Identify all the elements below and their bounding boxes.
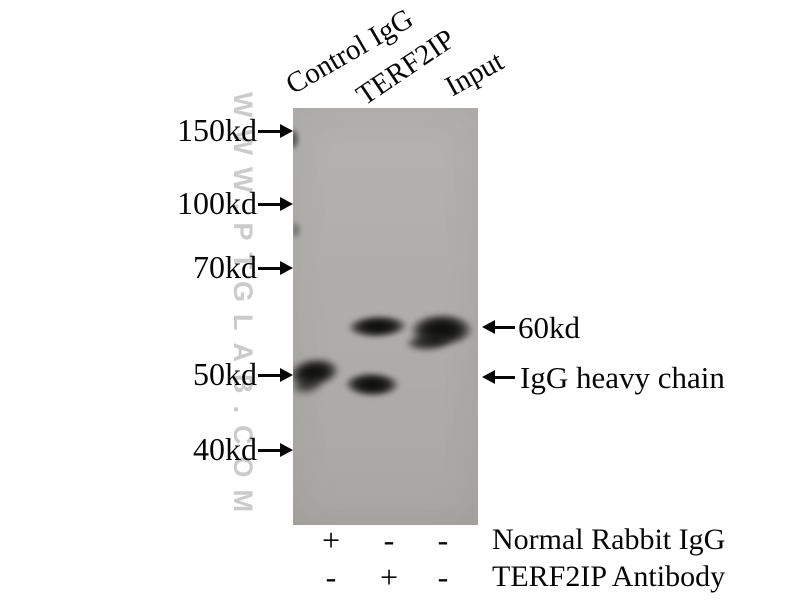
- band-terf2ip-igg-heavy-chain: [343, 371, 401, 397]
- band-terf2ip-60kd: [346, 313, 408, 339]
- band-input-60kd-smear: [404, 331, 454, 353]
- marker-smudge-150kd: [293, 128, 299, 150]
- marker-70kd-label: 70kd: [193, 249, 257, 285]
- annotation-60kd-arrow-icon: [482, 320, 515, 334]
- annotation-igg-heavy-chain-arrow-icon: [482, 370, 515, 384]
- marker-150kd-label: 150kd: [177, 112, 257, 148]
- marker-100kd-label: 100kd: [177, 185, 257, 221]
- annotation-60kd-label: 60kd: [518, 310, 580, 345]
- treatment-row1-label: Normal Rabbit IgG: [492, 523, 726, 556]
- treatment-row2-lane3-symbol: -: [437, 559, 449, 595]
- treatment-row1-lane2-symbol: -: [383, 522, 395, 558]
- gel-membrane: [293, 108, 478, 525]
- treatment-row2-lane1-symbol: -: [325, 559, 337, 595]
- treatment-row2-label: TERF2IP Antibody: [492, 560, 726, 593]
- marker-smudge-100kd: [293, 221, 301, 239]
- treatment-row1-lane1-symbol: +: [321, 522, 341, 558]
- marker-70kd-arrow-icon: [258, 261, 293, 275]
- annotation-igg-heavy-chain-label: IgG heavy chain: [520, 360, 725, 395]
- treatment-row2-lane2-symbol: +: [379, 559, 399, 595]
- band-control-igg-heavy-chain-smear: [293, 373, 325, 397]
- treatment-row1-lane3-symbol: -: [437, 522, 449, 558]
- marker-40kd-arrow-icon: [258, 443, 293, 457]
- marker-50kd-label: 50kd: [193, 356, 257, 392]
- marker-100kd-arrow-icon: [258, 197, 293, 211]
- marker-50kd-arrow-icon: [258, 368, 293, 382]
- marker-150kd-arrow-icon: [258, 124, 293, 138]
- marker-40kd-label: 40kd: [193, 431, 257, 467]
